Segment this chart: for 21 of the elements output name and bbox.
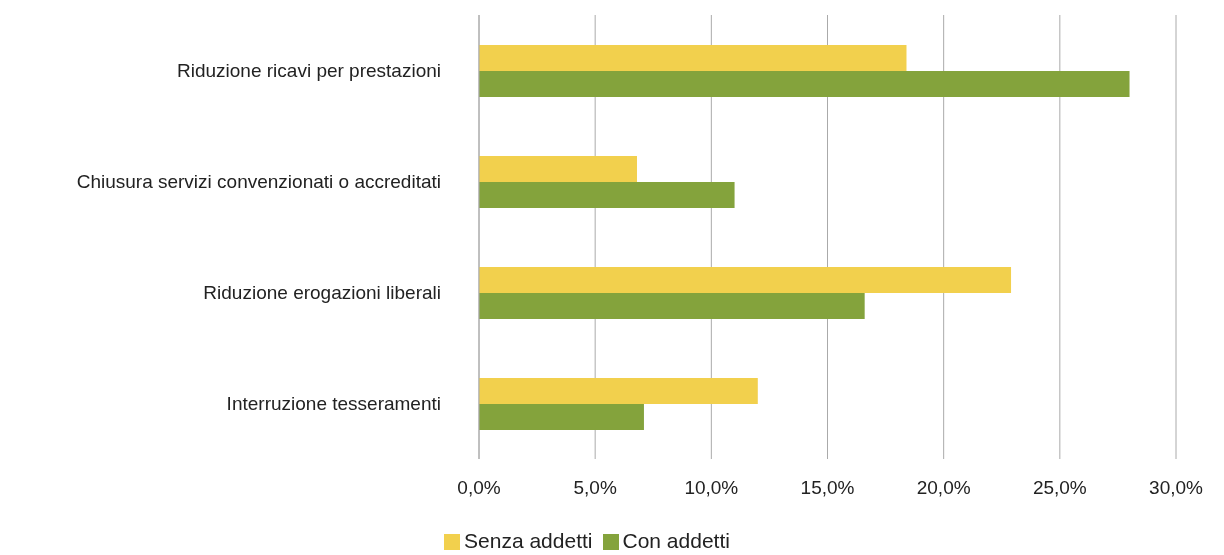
legend-label: Senza addetti xyxy=(464,529,593,552)
bar xyxy=(479,293,865,319)
bar xyxy=(479,378,758,404)
legend-label: Con addetti xyxy=(622,529,730,552)
y-tick-label: Riduzione erogazioni liberali xyxy=(203,282,441,304)
x-tick-label: 25,0% xyxy=(1032,477,1087,499)
y-tick-label: Chiusura servizi convenzionati o accreditati xyxy=(76,171,441,193)
y-tick-label: Interruzione tesseramenti xyxy=(226,393,441,415)
bar xyxy=(479,267,1012,293)
bar xyxy=(479,404,644,430)
bar xyxy=(479,71,1130,97)
y-tick-label: Riduzione ricavi per prestazioni xyxy=(176,60,441,82)
bar xyxy=(479,156,637,182)
x-tick-label: 20,0% xyxy=(916,477,971,499)
x-tick-label: 15,0% xyxy=(800,477,855,499)
bar xyxy=(479,45,907,71)
x-tick-label: 5,0% xyxy=(573,477,617,499)
x-tick-label: 30,0% xyxy=(1149,477,1204,499)
bar xyxy=(479,182,735,208)
x-tick-label: 0,0% xyxy=(457,477,501,499)
x-tick-label: 10,0% xyxy=(684,477,739,499)
